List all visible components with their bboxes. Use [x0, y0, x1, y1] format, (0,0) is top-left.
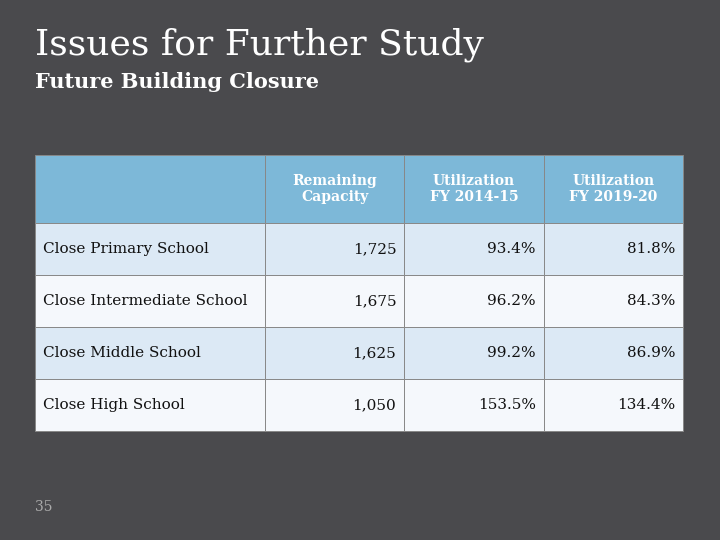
Bar [35, 223, 265, 275]
Text: 134.4%: 134.4% [617, 398, 675, 412]
Text: Future Building Closure: Future Building Closure [35, 72, 319, 92]
Bar [265, 379, 405, 431]
Text: 1,625: 1,625 [353, 346, 396, 360]
Bar [544, 379, 683, 431]
Text: Close Intermediate School: Close Intermediate School [43, 294, 248, 308]
Bar [544, 327, 683, 379]
Text: 1,725: 1,725 [353, 242, 396, 256]
Bar [265, 275, 405, 327]
Bar [544, 275, 683, 327]
Text: Issues for Further Study: Issues for Further Study [35, 28, 484, 63]
Text: 93.4%: 93.4% [487, 242, 536, 256]
Bar [405, 155, 544, 223]
Bar [265, 327, 405, 379]
Bar [265, 223, 405, 275]
Text: 96.2%: 96.2% [487, 294, 536, 308]
Text: Remaining
Capacity: Remaining Capacity [292, 174, 377, 204]
Bar [405, 223, 544, 275]
Bar [35, 379, 265, 431]
Bar [405, 275, 544, 327]
Text: 1,050: 1,050 [353, 398, 396, 412]
Text: 35: 35 [35, 500, 53, 514]
Bar [405, 327, 544, 379]
Text: 84.3%: 84.3% [626, 294, 675, 308]
Bar [35, 327, 265, 379]
Text: Close High School: Close High School [43, 398, 185, 412]
Bar [544, 223, 683, 275]
Bar [35, 155, 265, 223]
Text: 1,675: 1,675 [353, 294, 396, 308]
Text: 86.9%: 86.9% [626, 346, 675, 360]
Text: 99.2%: 99.2% [487, 346, 536, 360]
Text: Close Middle School: Close Middle School [43, 346, 201, 360]
Text: Utilization
FY 2014-15: Utilization FY 2014-15 [430, 174, 518, 204]
Bar [544, 155, 683, 223]
Bar [35, 275, 265, 327]
Text: Close Primary School: Close Primary School [43, 242, 209, 256]
Bar [265, 155, 405, 223]
Text: 153.5%: 153.5% [477, 398, 536, 412]
Bar [405, 379, 544, 431]
Text: Utilization
FY 2019-20: Utilization FY 2019-20 [569, 174, 657, 204]
Text: 81.8%: 81.8% [626, 242, 675, 256]
